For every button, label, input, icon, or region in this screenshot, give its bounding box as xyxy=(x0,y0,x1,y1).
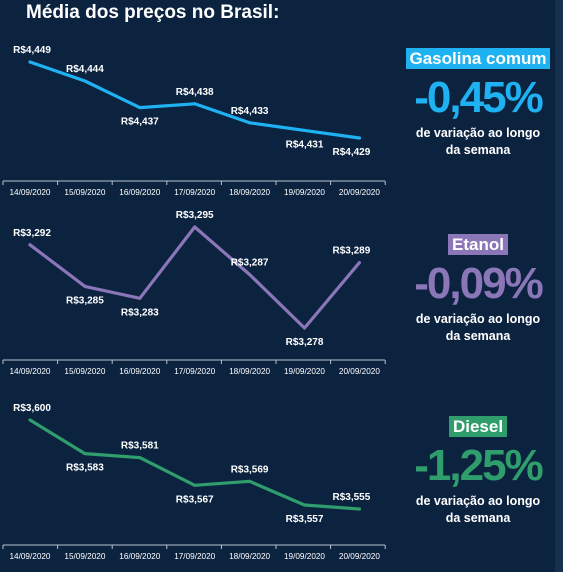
description-line-2: da semana xyxy=(445,511,511,525)
right-edge-strip xyxy=(555,0,563,572)
description-line-2: da semana xyxy=(445,143,511,157)
x-tick-label: 15/09/2020 xyxy=(64,188,105,197)
x-tick-label: 19/09/2020 xyxy=(284,367,325,376)
x-tick-label: 20/09/2020 xyxy=(339,552,380,561)
diesel-data-point xyxy=(28,418,32,422)
gasolina-comum-data-point xyxy=(248,121,252,125)
gasolina-badge: Gasolina comum xyxy=(405,48,551,69)
gasolina-comum-data-point xyxy=(193,102,197,106)
gasolina-comum-data-label: R$4,449 xyxy=(13,45,51,56)
description-line-1: de variação ao longo xyxy=(415,312,541,326)
x-tick-label: 18/09/2020 xyxy=(229,188,270,197)
gasolina-comum-data-label: R$4,444 xyxy=(66,64,104,75)
diesel-chart: 14/09/2020 15/09/2020 16/09/2020 17/09/2020… xyxy=(2,403,386,561)
description-line-1: de variação ao longo xyxy=(415,494,541,508)
gasolina-comum-data-label: R$4,431 xyxy=(286,139,324,150)
etanol-data-point xyxy=(83,284,87,288)
gasolina-comum-data-point xyxy=(28,60,32,64)
x-tick-label: 16/09/2020 xyxy=(119,188,160,197)
diesel-summary: Diesel -1,25% de variação ao longo da se… xyxy=(398,416,558,527)
x-tick-label: 14/09/2020 xyxy=(10,188,51,197)
diesel-data-point xyxy=(303,503,306,507)
etanol-data-label: R$3,289 xyxy=(332,246,370,257)
etanol-data-point xyxy=(303,326,306,330)
x-tick-label: 15/09/2020 xyxy=(64,367,105,376)
x-tick-label: 18/09/2020 xyxy=(229,552,270,561)
diesel-data-label: R$3,555 xyxy=(332,492,370,503)
x-tick-label: 20/09/2020 xyxy=(339,367,380,376)
description-line-1: de variação ao longo xyxy=(415,126,541,140)
etanol-data-label: R$3,292 xyxy=(13,228,51,239)
etanol-series-line xyxy=(28,225,361,330)
diesel-data-label: R$3,557 xyxy=(286,514,324,525)
x-tick-label: 18/09/2020 xyxy=(229,367,270,376)
gasolina-comum-data-point xyxy=(83,79,87,83)
page-title: Média dos preços no Brasil: xyxy=(26,2,280,23)
diesel-data-label: R$3,583 xyxy=(66,463,104,474)
diesel-data-label: R$3,581 xyxy=(121,441,159,452)
gasolina-comum-data-label: R$4,437 xyxy=(121,117,159,128)
gasolina-comum-data-label: R$4,438 xyxy=(176,87,214,98)
x-tick-label: 14/09/2020 xyxy=(10,367,51,376)
description-line-2: da semana xyxy=(445,329,511,343)
gasolina-description: de variação ao longo da semana xyxy=(398,125,558,159)
diesel-data-point xyxy=(357,507,361,511)
etanol-change: -0,09% xyxy=(414,259,543,308)
gasolina-summary: Gasolina comum -0,45% de variação ao lon… xyxy=(398,48,558,159)
x-tick-label: 14/09/2020 xyxy=(10,552,51,561)
x-tick-label: 20/09/2020 xyxy=(339,188,380,197)
diesel-data-point xyxy=(138,456,142,460)
gasolina-comum-data-point xyxy=(138,106,142,110)
diesel-data-label: R$3,569 xyxy=(231,464,269,475)
diesel-data-point xyxy=(248,479,252,483)
diesel-data-point xyxy=(193,483,197,487)
diesel-data-point xyxy=(83,452,87,456)
diesel-data-label: R$3,600 xyxy=(13,403,51,414)
gasolina-chart: 14/09/2020 15/09/2020 16/09/2020 17/09/2020… xyxy=(2,45,386,197)
etanol-data-label: R$3,285 xyxy=(66,295,104,306)
etanol-data-point xyxy=(193,225,197,229)
x-tick-label: 15/09/2020 xyxy=(64,552,105,561)
x-tick-label: 16/09/2020 xyxy=(119,367,160,376)
x-tick-label: 16/09/2020 xyxy=(119,552,160,561)
diesel-change: -1,25% xyxy=(414,441,543,490)
gasolina-comum-data-label: R$4,429 xyxy=(332,147,370,158)
etanol-data-label: R$3,283 xyxy=(121,307,159,318)
x-tick-label: 17/09/2020 xyxy=(174,188,215,197)
gasolina-comum-data-point xyxy=(303,128,306,132)
diesel-description: de variação ao longo da semana xyxy=(398,493,558,527)
x-tick-label: 19/09/2020 xyxy=(284,552,325,561)
gasolina-change: -0,45% xyxy=(414,73,543,122)
etanol-data-point xyxy=(28,243,32,247)
etanol-data-label: R$3,295 xyxy=(176,210,214,221)
etanol-summary: Etanol -0,09% de variação ao longo da se… xyxy=(398,234,558,345)
diesel-data-label: R$3,567 xyxy=(176,494,214,505)
etanol-data-label: R$3,278 xyxy=(286,337,324,348)
etanol-data-point xyxy=(138,296,142,300)
etanol-data-point xyxy=(248,273,252,277)
x-tick-label: 17/09/2020 xyxy=(174,552,215,561)
x-tick-label: 19/09/2020 xyxy=(284,188,325,197)
gasolina-comum-data-label: R$4,433 xyxy=(231,106,269,117)
etanol-description: de variação ao longo da semana xyxy=(398,311,558,345)
etanol-chart: 14/09/2020 15/09/2020 16/09/2020 17/09/2020… xyxy=(2,210,386,376)
etanol-data-point xyxy=(357,261,361,265)
gasolina-comum-data-point xyxy=(357,136,361,140)
etanol-data-label: R$3,287 xyxy=(231,258,269,269)
diesel-badge: Diesel xyxy=(448,416,508,437)
x-tick-label: 17/09/2020 xyxy=(174,367,215,376)
etanol-badge: Etanol xyxy=(448,234,508,255)
